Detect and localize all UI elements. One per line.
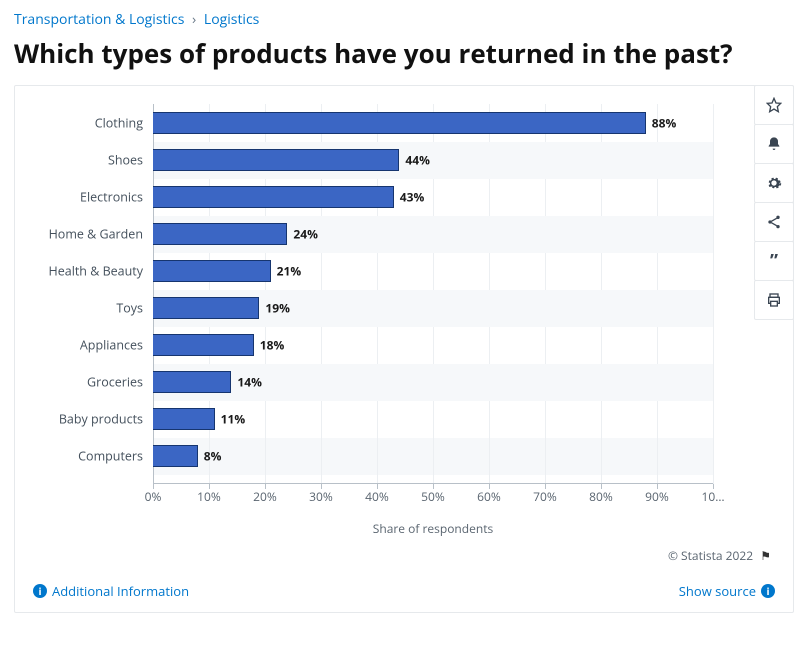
bar-row: Clothing88%: [153, 112, 713, 134]
x-tick-label: 90%: [645, 488, 669, 505]
bar-row: Appliances18%: [153, 334, 713, 356]
value-label: 44%: [405, 152, 430, 169]
category-label: Clothing: [95, 115, 143, 132]
category-label: Groceries: [87, 374, 143, 391]
bar[interactable]: [153, 297, 259, 319]
show-source-link[interactable]: Show source i: [679, 582, 775, 600]
x-tick-label: 0%: [145, 488, 162, 505]
bar[interactable]: [153, 408, 215, 430]
info-icon: i: [33, 584, 47, 598]
x-tick-label: 20%: [253, 488, 277, 505]
category-label: Computers: [78, 448, 143, 465]
category-label: Appliances: [80, 337, 143, 354]
value-label: 21%: [277, 263, 302, 280]
gridline: [713, 104, 714, 484]
value-label: 19%: [265, 300, 290, 317]
bar-row: Computers8%: [153, 445, 713, 467]
bar[interactable]: [153, 223, 287, 245]
bar[interactable]: [153, 112, 646, 134]
bar-row: Home & Garden24%: [153, 223, 713, 245]
value-label: 14%: [237, 374, 262, 391]
bar[interactable]: [153, 445, 198, 467]
bar-row: Baby products11%: [153, 408, 713, 430]
x-tick-label: 50%: [421, 488, 445, 505]
breadcrumb-separator: ›: [192, 10, 196, 29]
bar[interactable]: [153, 186, 394, 208]
value-label: 24%: [293, 226, 318, 243]
flag-icon[interactable]: ⚑: [760, 547, 771, 564]
x-tick-label: 30%: [309, 488, 333, 505]
value-label: 11%: [221, 411, 246, 428]
bar[interactable]: [153, 371, 231, 393]
value-label: 88%: [652, 115, 677, 132]
additional-info-link[interactable]: i Additional Information: [33, 582, 189, 600]
x-axis: 0%10%20%30%40%50%60%70%80%90%10…: [153, 484, 713, 518]
copyright: © Statista 2022 ⚑: [33, 547, 771, 564]
chart-panel: ” Clothing88%Shoes44%Electronics43%Home …: [14, 85, 794, 613]
x-axis-title: Share of respondents: [153, 520, 713, 537]
value-label: 18%: [260, 337, 285, 354]
x-tick-label: 10…: [701, 488, 724, 505]
breadcrumb: Transportation & Logistics › Logistics: [14, 10, 794, 29]
x-tick-label: 80%: [589, 488, 613, 505]
x-tick-label: 70%: [533, 488, 557, 505]
bar-row: Shoes44%: [153, 149, 713, 171]
category-label: Home & Garden: [49, 226, 143, 243]
bar[interactable]: [153, 260, 271, 282]
bar[interactable]: [153, 334, 254, 356]
category-label: Baby products: [59, 411, 143, 428]
bar-row: Health & Beauty21%: [153, 260, 713, 282]
category-label: Health & Beauty: [49, 263, 143, 280]
breadcrumb-current[interactable]: Logistics: [204, 10, 259, 29]
bar-row: Groceries14%: [153, 371, 713, 393]
value-label: 8%: [204, 448, 222, 465]
category-label: Electronics: [80, 189, 143, 206]
x-tick-label: 40%: [365, 488, 389, 505]
bar-row: Electronics43%: [153, 186, 713, 208]
chart-plot: Clothing88% Shoes44% Electronics43% Home & …: [153, 104, 713, 484]
breadcrumb-parent[interactable]: Transportation & Logistics: [14, 10, 184, 29]
info-icon: i: [761, 584, 775, 598]
value-label: 43%: [400, 189, 425, 206]
panel-footer: i Additional Information Show source i: [33, 582, 775, 600]
bar-row: Toys19%: [153, 297, 713, 319]
category-label: Shoes: [108, 152, 143, 169]
x-tick-label: 10%: [197, 488, 221, 505]
x-tick-label: 60%: [477, 488, 501, 505]
chart-area: Clothing88%Shoes44%Electronics43%Home & …: [33, 104, 775, 537]
bar[interactable]: [153, 149, 399, 171]
category-label: Toys: [116, 300, 143, 317]
page-title: Which types of products have you returne…: [14, 35, 794, 71]
